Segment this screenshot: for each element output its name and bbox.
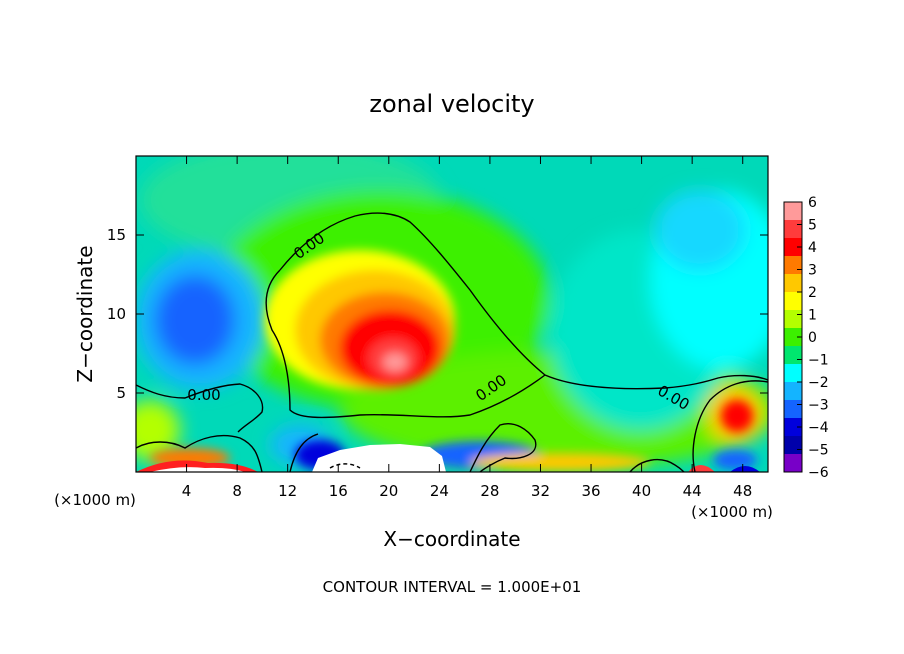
colorbar-swatch	[784, 220, 802, 239]
y-tick-label: 5	[116, 384, 126, 402]
colorbar: 6 5 4 3 2 1 0 −1 −2 −3 −4 −5 −6	[783, 195, 829, 481]
colorbar-tick-label: 3	[808, 263, 817, 279]
x-axis-label: X−coordinate	[383, 527, 520, 551]
y-tick-label: 15	[107, 226, 126, 244]
x-axis-ticks: 4 8 12 16 20 24 28 32 36 40 44 48	[182, 156, 752, 500]
x-unit-left: (×1000 m)	[54, 491, 136, 509]
colorbar-swatch	[784, 454, 802, 473]
x-tick-label: 48	[733, 482, 752, 500]
colorbar-tick-label: −3	[808, 398, 829, 414]
colorbar-tick-label: 0	[808, 330, 817, 346]
y-axis-ticks: 5 10 15	[107, 226, 768, 402]
x-tick-label: 24	[430, 482, 449, 500]
x-tick-label: 20	[379, 482, 398, 500]
y-tick-label: 10	[107, 305, 126, 323]
x-tick-label: 4	[182, 482, 192, 500]
colorbar-tick-label: 5	[808, 218, 817, 234]
colorbar-tick-label: 4	[808, 240, 817, 256]
colorbar-swatch	[784, 418, 802, 437]
x-tick-label: 28	[480, 482, 499, 500]
x-tick-label: 16	[329, 482, 348, 500]
colorbar-swatch	[784, 382, 802, 401]
x-tick-label: 12	[278, 482, 297, 500]
x-tick-label: 8	[232, 482, 242, 500]
zero-contours	[136, 212, 768, 472]
chart-title: zonal velocity	[369, 90, 534, 118]
colorbar-tick-label: 1	[808, 308, 817, 324]
x-tick-label: 32	[531, 482, 550, 500]
colorbar-tick-label: −5	[808, 443, 829, 459]
colorbar-tick-label: −4	[808, 420, 829, 436]
x-tick-label: 36	[581, 482, 600, 500]
colorbar-tick-label: 6	[808, 195, 817, 211]
colorbar-swatch	[784, 292, 802, 311]
heatmap-field	[136, 156, 768, 472]
colorbar-swatch	[784, 202, 802, 221]
colorbar-swatch	[784, 238, 802, 257]
colorbar-swatch	[784, 400, 802, 419]
colorbar-swatch	[784, 346, 802, 365]
colorbar-swatch	[784, 256, 802, 275]
colorbar-tick-label: −2	[808, 375, 829, 391]
x-tick-label: 40	[632, 482, 651, 500]
colorbar-swatch	[784, 328, 802, 347]
colorbar-swatch	[784, 364, 802, 383]
colorbar-swatch	[784, 310, 802, 329]
colorbar-tick-label: −6	[808, 465, 829, 481]
contour-label: 0.00	[187, 386, 220, 404]
colorbar-swatch	[784, 436, 802, 455]
contour-interval-note: CONTOUR INTERVAL = 1.000E+01	[323, 578, 582, 596]
colorbar-swatch	[784, 274, 802, 293]
x-unit-right: (×1000 m)	[691, 503, 773, 521]
colorbar-tick-label: 2	[808, 285, 817, 301]
x-tick-label: 44	[683, 482, 702, 500]
y-axis-label: Z−coordinate	[73, 245, 97, 382]
colorbar-tick-label: −1	[808, 353, 829, 369]
